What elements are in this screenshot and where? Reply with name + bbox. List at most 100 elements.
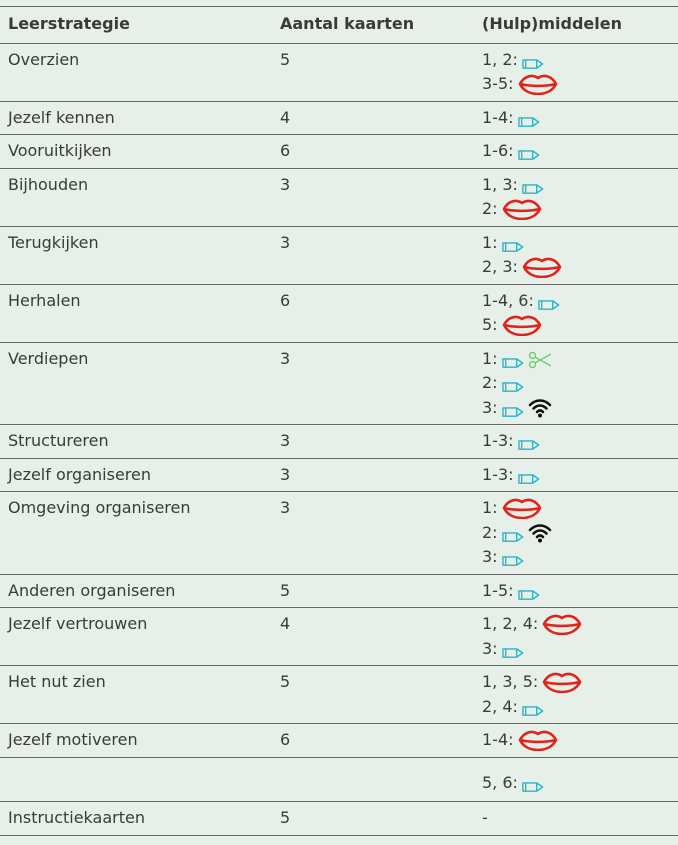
table-body: Overzien 5 1, 2: 3-5: Jezelf kennen 4 1-4: Voor… bbox=[0, 42, 678, 836]
pen-icon bbox=[502, 241, 524, 253]
tool-label: 1, 2, 4: bbox=[482, 614, 539, 633]
tool-line: 1-4: bbox=[482, 106, 678, 131]
tool-label: 1, 3: bbox=[482, 174, 518, 194]
pen-icon bbox=[502, 555, 524, 567]
lips-icon bbox=[502, 198, 542, 220]
table-row: Jezelf motiveren 6 1-4: bbox=[0, 723, 678, 758]
tool-label: 2: bbox=[482, 522, 498, 542]
cards-cell: 6 bbox=[280, 134, 482, 169]
table-row: 5, 6: bbox=[0, 756, 678, 802]
cards-cell: 3 bbox=[280, 341, 482, 425]
lips-icon bbox=[542, 613, 582, 635]
tools-cell: 1, 3: 2: bbox=[482, 167, 678, 227]
strategy-cell: Jezelf vertrouwen bbox=[0, 607, 280, 666]
table-row: Jezelf organiseren 3 1-3: bbox=[0, 457, 678, 492]
sc-icon bbox=[528, 351, 552, 369]
tools-cell: 1-3: bbox=[482, 457, 678, 492]
tools-cell: 5, 6: bbox=[482, 756, 678, 802]
header-row: Leerstrategie Aantal kaarten (Hulp)midde… bbox=[0, 6, 678, 44]
tool-label: 3-5: bbox=[482, 74, 514, 93]
tool-line: 2, 3: bbox=[482, 255, 678, 280]
table-row: Verdiepen 3 1: 2: 3: bbox=[0, 341, 678, 425]
lips-icon bbox=[522, 256, 562, 278]
tool-label: 3: bbox=[482, 397, 498, 417]
tool-line: 1-4: bbox=[482, 728, 678, 753]
pen-icon bbox=[518, 439, 540, 451]
pen-icon bbox=[502, 381, 524, 393]
table-row: Vooruitkijken 6 1-6: bbox=[0, 134, 678, 169]
strategy-cell: Vooruitkijken bbox=[0, 134, 280, 169]
strategy-cell: Herhalen bbox=[0, 283, 280, 343]
tool-line: 1-5: bbox=[482, 579, 678, 604]
tools-cell: 1: 2: 3: bbox=[482, 341, 678, 425]
cards-cell: 3 bbox=[280, 225, 482, 285]
tool-label: 5: bbox=[482, 315, 498, 334]
table-row: Terugkijken 3 1: 2, 3: bbox=[0, 225, 678, 285]
tools-cell: 1-3: bbox=[482, 424, 678, 459]
tool-line: 1: bbox=[482, 231, 678, 256]
tool-label: 2: bbox=[482, 373, 498, 392]
pen-icon bbox=[518, 116, 540, 128]
cards-cell: 3 bbox=[280, 457, 482, 492]
tools-cell: 1-6: bbox=[482, 134, 678, 169]
table-row: Jezelf kennen 4 1-4: bbox=[0, 100, 678, 135]
tool-line: 1-3: bbox=[482, 463, 678, 488]
tools-cell: 1-4: bbox=[482, 100, 678, 135]
tool-label: 1, 2: bbox=[482, 49, 518, 69]
strategy-table: Leerstrategie Aantal kaarten (Hulp)midde… bbox=[0, 6, 678, 836]
tool-label: 5, 6: bbox=[482, 772, 518, 792]
tool-line: 1: bbox=[482, 347, 678, 372]
tools-cell: 1-5: bbox=[482, 573, 678, 608]
tool-line: 1-3: bbox=[482, 429, 678, 454]
tools-cell: 1-4: bbox=[482, 723, 678, 758]
tool-line: 5, 6: bbox=[482, 771, 678, 796]
cards-cell: 5 bbox=[280, 801, 482, 836]
cards-cell: 3 bbox=[280, 424, 482, 459]
tool-label: 1-4, 6: bbox=[482, 290, 534, 310]
cards-cell: 4 bbox=[280, 100, 482, 135]
tool-label: 1-4: bbox=[482, 730, 514, 749]
tool-label: - bbox=[482, 808, 488, 827]
pen-icon bbox=[522, 183, 544, 195]
tool-line: 1, 2: bbox=[482, 48, 678, 73]
pen-icon bbox=[522, 781, 544, 793]
tool-line: 5: bbox=[482, 313, 678, 338]
tool-line: 2: bbox=[482, 521, 678, 546]
table-row: Overzien 5 1, 2: 3-5: bbox=[0, 42, 678, 102]
strategy-cell: Instructiekaarten bbox=[0, 801, 280, 836]
pen-icon bbox=[518, 589, 540, 601]
tools-cell: 1: 2: 3: bbox=[482, 491, 678, 575]
tool-label: 2: bbox=[482, 199, 498, 218]
cards-cell: 5 bbox=[280, 42, 482, 102]
tool-label: 1-3: bbox=[482, 464, 514, 484]
tool-label: 1-3: bbox=[482, 431, 514, 450]
tool-label: 1, 3, 5: bbox=[482, 672, 539, 691]
table-row: Structureren 3 1-3: bbox=[0, 424, 678, 459]
tool-label: 1: bbox=[482, 348, 498, 368]
pen-icon bbox=[518, 149, 540, 161]
tool-line: 3-5: bbox=[482, 72, 678, 97]
pen-icon bbox=[502, 531, 524, 543]
header-cell: Aantal kaarten bbox=[280, 6, 482, 44]
cards-cell: 6 bbox=[280, 723, 482, 758]
wifi-icon bbox=[528, 398, 552, 418]
header-cell: (Hulp)middelen bbox=[482, 6, 678, 44]
tools-cell: 1-4, 6: 5: bbox=[482, 283, 678, 343]
tool-line: 3: bbox=[482, 637, 678, 662]
table-row: Bijhouden 3 1, 3: 2: bbox=[0, 167, 678, 227]
table-row: Herhalen 6 1-4, 6: 5: bbox=[0, 283, 678, 343]
tool-line: 1, 3, 5: bbox=[482, 670, 678, 695]
strategy-cell: Jezelf motiveren bbox=[0, 723, 280, 758]
tool-line: 1, 2, 4: bbox=[482, 612, 678, 637]
cards-cell: 5 bbox=[280, 573, 482, 608]
tool-line: 2, 4: bbox=[482, 695, 678, 720]
pen-icon bbox=[538, 299, 560, 311]
tool-line: 1, 3: bbox=[482, 173, 678, 198]
tool-label: 3: bbox=[482, 638, 498, 658]
cards-cell bbox=[280, 757, 482, 802]
tool-line: - bbox=[482, 806, 678, 831]
strategy-cell: Verdiepen bbox=[0, 341, 280, 425]
tool-label: 2, 4: bbox=[482, 696, 518, 716]
pen-icon bbox=[522, 58, 544, 70]
tool-line: 2: bbox=[482, 197, 678, 222]
